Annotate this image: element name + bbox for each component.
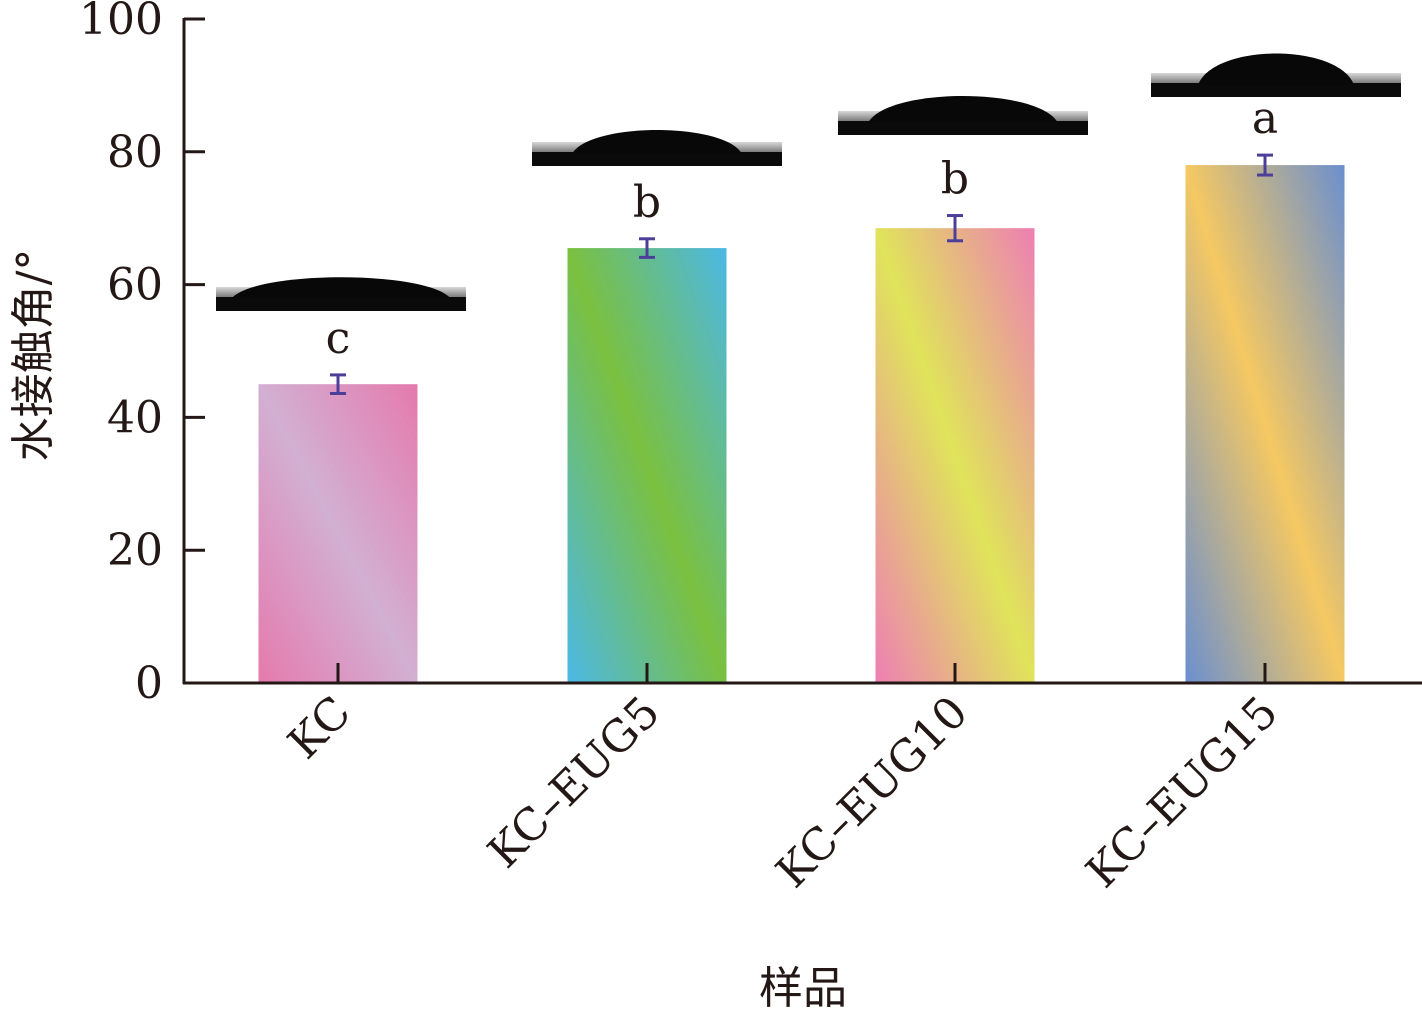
x-tick-label: KC [278, 687, 360, 769]
bar-1 [567, 248, 727, 683]
significance-letter: b [633, 177, 661, 228]
bar-3 [1185, 165, 1345, 683]
axes [182, 18, 1422, 685]
y-ticks: 0 20 40 60 80 100 [79, 0, 205, 709]
x-tick-label: KC–EUG5 [478, 687, 669, 878]
y-tick-label: 60 [107, 260, 163, 311]
y-axis-label: 水接触角/° [8, 249, 59, 462]
x-axis-label: 样品 [759, 963, 847, 1013]
significance-letter: a [1252, 93, 1278, 144]
x-tick-label: KC–EUG10 [767, 687, 978, 898]
y-tick-label: 100 [79, 0, 163, 45]
x-tick-label: KC–EUG15 [1077, 687, 1288, 898]
droplet-image-1 [532, 130, 782, 166]
droplet-image-2 [838, 96, 1088, 135]
droplet-image-0 [216, 277, 466, 311]
y-tick-label: 20 [107, 525, 163, 576]
significance-letter: b [941, 154, 969, 205]
droplet-images [216, 53, 1401, 311]
bar-2 [875, 228, 1035, 683]
significance-letter: c [326, 313, 351, 364]
y-tick-label: 0 [135, 658, 163, 709]
error-bars [330, 153, 1273, 395]
y-tick-label: 40 [107, 392, 163, 443]
bars [258, 165, 1345, 683]
droplet-image-3 [1151, 53, 1401, 97]
x-ticks: KC KC–EUG5 KC–EUG10 KC–EUG15 [278, 663, 1288, 898]
y-tick-label: 80 [107, 127, 163, 178]
bar-0 [258, 384, 418, 683]
significance-letters: c b b a [326, 93, 1278, 364]
